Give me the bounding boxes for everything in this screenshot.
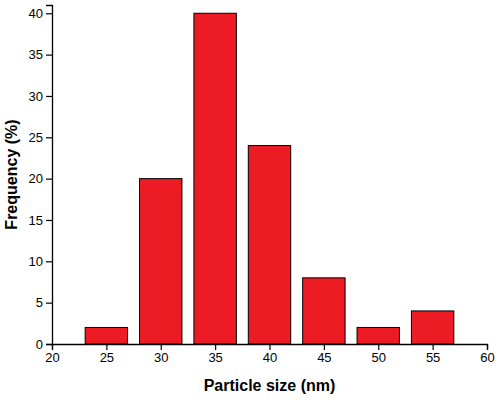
tick-mark <box>46 55 52 56</box>
tick-mark <box>46 96 52 97</box>
x-axis: 20 25 30 35 40 45 50 55 60 <box>45 344 494 365</box>
tick: 40 <box>263 344 277 365</box>
tick-label: 5 <box>36 295 43 310</box>
tick: 20 <box>29 171 52 186</box>
tick-label: 55 <box>426 350 440 365</box>
tick: 25 <box>29 130 52 145</box>
bar <box>411 311 453 344</box>
tick-mark <box>46 344 52 345</box>
tick-label: 35 <box>208 350 222 365</box>
tick-label: 0 <box>36 337 43 352</box>
x-axis-title: Particle size (nm) <box>204 377 336 394</box>
tick: 60 <box>480 344 494 365</box>
tick-label: 50 <box>372 350 386 365</box>
bar <box>140 179 182 344</box>
tick-mark <box>161 344 162 350</box>
tick: 10 <box>29 254 52 269</box>
tick-mark <box>46 261 52 262</box>
tick-label: 25 <box>100 350 114 365</box>
tick: 25 <box>100 344 114 365</box>
tick-mark <box>215 344 216 350</box>
chart: 20 25 30 35 40 45 50 55 60 0 5 10 15 20 25 30 35 40 Partic… <box>0 0 500 405</box>
tick: 0 <box>36 337 52 352</box>
tick-label: 45 <box>317 350 331 365</box>
tick-mark <box>324 344 325 350</box>
tick-mark <box>378 344 379 350</box>
y-axis: 0 5 10 15 20 25 30 35 40 <box>29 6 53 352</box>
tick: 30 <box>154 344 168 365</box>
tick: 45 <box>317 344 331 365</box>
bar <box>194 13 236 344</box>
tick: 30 <box>29 89 52 104</box>
tick-label: 30 <box>154 350 168 365</box>
tick-mark <box>46 220 52 221</box>
axis-line <box>46 6 53 345</box>
tick: 5 <box>36 295 52 310</box>
bar <box>248 146 290 344</box>
tick-label: 20 <box>29 171 43 186</box>
tick: 15 <box>29 213 52 228</box>
tick-label: 40 <box>263 350 277 365</box>
tick-mark <box>46 13 52 14</box>
tick-label: 15 <box>29 213 43 228</box>
tick: 35 <box>208 344 222 365</box>
tick: 55 <box>426 344 440 365</box>
y-axis-title: Frequency (%) <box>3 119 20 229</box>
tick-label: 25 <box>29 130 43 145</box>
tick: 35 <box>29 47 52 62</box>
tick-mark <box>269 344 270 350</box>
tick-mark <box>46 303 52 304</box>
bar <box>303 278 345 344</box>
bar <box>357 327 399 344</box>
tick-mark <box>487 344 488 350</box>
tick-mark <box>106 344 107 350</box>
tick-label: 35 <box>29 47 43 62</box>
plot: 20 25 30 35 40 45 50 55 60 0 5 10 15 20 25 30 35 40 <box>29 6 495 366</box>
bars <box>85 13 454 344</box>
tick-label: 20 <box>45 350 59 365</box>
tick-mark <box>46 137 52 138</box>
tick-label: 30 <box>29 89 43 104</box>
axis-line <box>53 345 488 351</box>
tick: 50 <box>372 344 386 365</box>
tick-label: 10 <box>29 254 43 269</box>
tick-label: 40 <box>29 6 43 21</box>
tick-mark <box>46 179 52 180</box>
tick-label: 60 <box>480 350 494 365</box>
tick: 40 <box>29 6 52 21</box>
tick-mark <box>433 344 434 350</box>
tick: 20 <box>45 344 59 365</box>
bar <box>85 327 127 344</box>
